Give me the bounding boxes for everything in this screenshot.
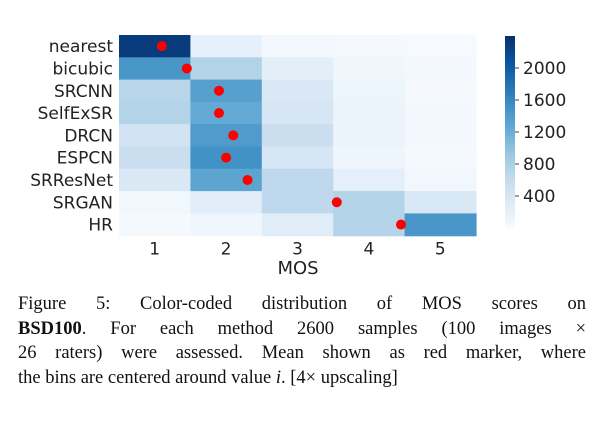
heatmap-cell [404,168,477,192]
heatmap-cell [119,124,191,148]
heatmap-cell [190,35,263,58]
mean-marker [331,197,342,208]
heatmap-cell [404,146,477,170]
colorbar-ticks: 400 800 1200 1600 2000 [515,59,566,207]
caption-text-d: the bins are centered around value [18,367,272,388]
y-tick-label: bicubic [53,59,114,79]
heatmap-cell [333,168,406,192]
colorbar-tick-label: 1200 [523,123,566,143]
y-tick-label: SRCNN [54,82,113,102]
figure-caption: Figure 5: Color-coded distribution of MO… [18,292,586,390]
heatmap-cell [119,79,191,103]
heatmap-cell [190,79,263,103]
caption-text-a: Color-coded distribution of MOS scores o… [140,294,586,314]
heatmap-cell [190,57,263,81]
heatmap-cell [261,101,334,125]
x-tick-label: 4 [363,240,374,260]
colorbar-tick-label: 1600 [523,91,566,111]
caption-line-1: Figure 5: Color-coded distribution of MO… [18,292,586,317]
heatmap-cell [190,168,263,192]
heatmap-cell [190,213,263,237]
heatmap-cell [404,101,477,125]
caption-variable: i [275,367,281,388]
heatmap-cell [333,213,406,237]
heatmap-cell [261,213,334,237]
caption-text-b: . For each method 2600 samples (100 imag… [81,318,586,339]
caption-line-4: the bins are centered around value i. [4… [18,366,586,391]
heatmap-cell [333,191,406,214]
colorbar-tick-label: 400 [523,187,555,207]
heatmap-cell [333,57,406,81]
heatmap-cell [261,191,334,214]
heatmap-cell [261,146,334,170]
mos-tick-labels: 1 2 3 4 5 [149,240,445,260]
y-tick-label: ESPCN [57,149,113,169]
heatmap-cell [190,191,263,214]
heatmap-cell [119,168,191,192]
y-tick-label: DRCN [64,126,113,146]
x-tick-label: 2 [221,240,232,260]
x-tick-label: 1 [149,240,160,260]
heatmap-cell [119,146,191,170]
heatmap-cell [261,57,334,81]
heatmap-cell [333,101,406,125]
heatmap-cell [261,35,334,58]
heatmap-cell [190,101,263,125]
heatmap-cell [119,191,191,214]
heatmap-cell [333,35,406,58]
mean-markers [156,41,407,230]
mean-marker [156,41,167,52]
y-tick-label: SRGAN [53,193,113,213]
heatmap-cell [404,79,477,103]
heatmap-cell [119,57,191,81]
y-tick-label: SelfExSR [38,104,114,124]
heatmap-cell [404,124,477,148]
x-tick-label: 3 [292,240,303,260]
y-tick-label: SRResNet [30,171,113,191]
heatmap-cell [404,35,477,58]
colorbar [505,36,515,228]
heatmap-cell [119,35,191,58]
mean-marker [228,130,239,141]
x-tick-label: 5 [435,240,446,260]
mean-marker [181,63,192,74]
caption-line-3: 26 raters) were assessed. Mean shown as … [18,341,586,366]
colorbar-tick-label: 2000 [523,59,566,79]
y-tick-label: nearest [49,37,114,57]
x-axis-title: MOS [277,258,318,279]
mean-marker [242,174,253,185]
heatmap-cell [261,168,334,192]
heatmap-cell [119,101,191,125]
mean-marker [213,85,224,96]
heatmap-cell [333,124,406,148]
heatmap-cell [404,213,477,237]
caption-label: Figure 5: [18,294,111,314]
caption-text-c: 26 raters) were assessed. Mean shown as … [18,343,586,363]
caption-dataset: BSD100 [18,318,82,339]
heatmap-cell [119,213,191,237]
mean-marker [396,219,407,230]
caption-line-2: BSD100. For each method 2600 samples (10… [18,317,586,342]
heatmap-cell [333,79,406,103]
caption-text-e: . [4× upscaling] [281,367,398,388]
mean-marker [221,152,232,163]
y-tick-label: HR [88,216,113,236]
heatmap-cells [119,35,477,237]
mean-marker [213,108,224,119]
heatmap-cell [190,124,263,148]
heatmap-cell [404,57,477,81]
heatmap-cell [333,146,406,170]
colorbar-tick-label: 800 [523,155,555,175]
heatmap-cell [261,79,334,103]
heatmap-cell [404,191,477,214]
heatmap-cell [261,124,334,148]
